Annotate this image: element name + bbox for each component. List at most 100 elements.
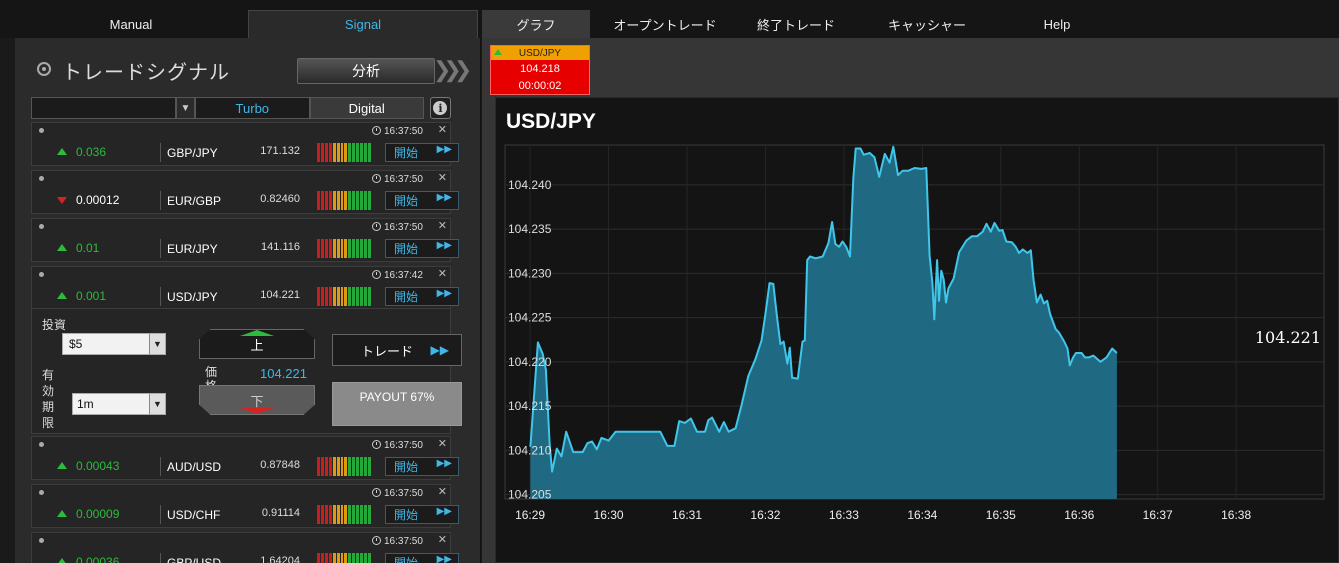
signal-strength-meter [317,553,371,563]
nav-item-open-trades[interactable]: オープントレード [613,17,717,33]
top-nav: Manual Signal グラフ オープントレード 終了トレード キャッシャー… [0,0,1339,38]
signal-time: 16:37:50 [372,536,423,547]
clock-icon [372,270,381,279]
status-dot [39,176,44,181]
start-button[interactable]: 開始 ▶▶ [385,287,459,306]
double-arrow-right-icon: ▶▶ [436,506,452,517]
start-button-label: 開始 [394,194,419,208]
signal-filter-bar: ▼ Turbo Digital i [31,97,452,119]
signal-row[interactable]: ✕ 16:37:50 0.036 GBP/JPY 171.132 開始 ▶▶ [31,122,459,166]
y-tick-label: 104.205 [508,488,552,502]
trade-button[interactable]: トレード ▶▶ [332,334,462,366]
trade-button-label: トレード [361,343,414,359]
analyze-button[interactable]: 分析 [297,58,435,84]
y-tick-label: 104.240 [508,178,552,192]
call-up-button[interactable]: 上 [199,329,315,359]
start-button-label: 開始 [394,290,419,304]
clock-icon [372,222,381,231]
tab-manual[interactable]: Manual [15,10,247,38]
signal-price: 0.91114 [261,507,300,519]
start-button-label: 開始 [394,508,419,522]
start-button-label: 開始 [394,146,419,160]
signal-row[interactable]: ✕ 16:37:50 0.01 EUR/JPY 141.116 開始 ▶▶ [31,218,459,262]
clock-icon [372,488,381,497]
signal-price: 141.116 [261,241,300,253]
price-chart[interactable]: USD/JPY 104.205 104.210 104.215 104.220 104.… [495,97,1339,563]
close-icon[interactable]: ✕ [437,220,447,232]
start-button[interactable]: 開始 ▶▶ [385,143,459,162]
status-dot [39,538,44,543]
double-arrow-right-icon: ▶▶ [436,458,452,469]
close-icon[interactable]: ✕ [437,486,447,498]
clock-icon [372,174,381,183]
trend-up-icon [57,244,67,251]
signal-change: 0.00043 [76,459,120,473]
signal-row[interactable]: ✕ 16:37:50 0.00036 GBP/USD 1.64204 開始 ▶▶ [31,532,459,563]
start-button[interactable]: 開始 ▶▶ [385,457,459,476]
tab-signal[interactable]: Signal [248,10,478,38]
status-dot [39,224,44,229]
signal-pair: USD/CHF [160,505,220,524]
close-icon[interactable]: ✕ [437,172,447,184]
start-button[interactable]: 開始 ▶▶ [385,239,459,258]
expiry-label: 有効期限 [42,368,55,430]
signal-time-value: 16:37:50 [384,222,423,233]
investment-select[interactable]: $5 ▼ [62,333,166,355]
trade-form: 投資 $5 ▼ 有効期限 1m ▼ 上 価格 104.221 下 トレード ▶▶ PA… [31,308,462,434]
tab-digital[interactable]: Digital [309,97,424,119]
ticker-timer: 00:00:02 [518,79,562,92]
signal-row-selected[interactable]: ✕ 16:37:42 0.001 USD/JPY 104.221 開始 ▶▶ [31,266,459,310]
signal-pair: EUR/JPY [160,239,218,258]
signal-time-value: 16:37:50 [384,174,423,185]
start-button[interactable]: 開始 ▶▶ [385,191,459,210]
double-arrow-right-icon: ▶▶ [436,288,452,299]
close-icon[interactable]: ✕ [437,438,447,450]
chart-canvas: 104.205 104.210 104.215 104.220 104.225 104.2… [504,144,1325,522]
nav-item-closed-trades[interactable]: 終了トレード [756,17,835,33]
signal-time-value: 16:37:50 [384,536,423,547]
x-tick-label: 16:33 [829,508,859,522]
signal-change: 0.00009 [76,507,120,521]
signal-radio-icon[interactable] [37,62,51,76]
signal-row[interactable]: ✕ 16:37:50 0.00009 USD/CHF 0.91114 開始 ▶▶ [31,484,459,528]
close-icon[interactable]: ✕ [437,124,447,136]
asset-filter-select[interactable] [31,97,176,119]
chevron-down-icon[interactable]: ▼ [175,97,196,119]
signal-strength-meter [317,191,371,210]
put-down-button[interactable]: 下 [199,385,315,415]
trend-up-icon [494,49,502,55]
close-icon[interactable]: ✕ [437,268,447,280]
trend-up-icon [57,462,67,469]
x-tick-label: 16:30 [594,508,624,522]
chevron-down-icon: ▼ [149,334,165,354]
price-line [529,145,1118,473]
info-button[interactable]: i [429,97,452,119]
signal-time-value: 16:37:50 [384,440,423,451]
signal-row[interactable]: ✕ 16:37:50 0.00012 EUR/GBP 0.82460 開始 ▶▶ [31,170,459,214]
status-dot [39,442,44,447]
signal-pair: USD/JPY [160,287,218,306]
signal-time: 16:37:50 [372,488,423,499]
signal-time: 16:37:42 [372,270,423,281]
expiry-select[interactable]: 1m ▼ [72,393,166,415]
double-arrow-right-icon: ▶▶ [436,144,452,155]
close-icon[interactable]: ✕ [437,534,447,546]
asset-ticker-card[interactable]: USD/JPY 104.218 00:00:02 [490,45,590,95]
price-label: 価格 [205,365,218,385]
signal-change: 0.00012 [76,193,120,207]
signal-time-value: 16:37:42 [384,270,423,281]
signal-time-value: 16:37:50 [384,126,423,137]
tab-turbo[interactable]: Turbo [195,97,310,119]
signal-pair: GBP/JPY [160,143,218,162]
nav-item-help[interactable]: Help [1043,16,1071,32]
double-arrow-right-icon: ▶▶ [430,343,449,357]
signal-time: 16:37:50 [372,440,423,451]
signal-row[interactable]: ✕ 16:37:50 0.00043 AUD/USD 0.87848 開始 ▶▶ [31,436,459,480]
signal-time-value: 16:37:50 [384,488,423,499]
start-button[interactable]: 開始 ▶▶ [385,553,459,563]
nav-item-cashier[interactable]: キャッシャー [887,17,966,33]
nav-item-chart[interactable]: グラフ [482,10,590,38]
signal-price: 104.221 [260,289,300,301]
start-button[interactable]: 開始 ▶▶ [385,505,459,524]
signal-pair: EUR/GBP [160,191,221,210]
